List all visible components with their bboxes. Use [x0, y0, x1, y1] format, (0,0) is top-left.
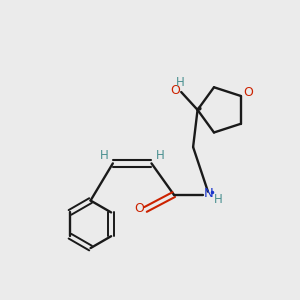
Text: H: H	[100, 149, 108, 162]
Text: O: O	[134, 202, 144, 215]
Text: H: H	[176, 76, 185, 89]
Text: H: H	[213, 193, 222, 206]
Text: O: O	[170, 84, 180, 97]
Text: N: N	[204, 187, 214, 200]
Text: O: O	[243, 86, 253, 99]
Text: H: H	[156, 149, 165, 162]
